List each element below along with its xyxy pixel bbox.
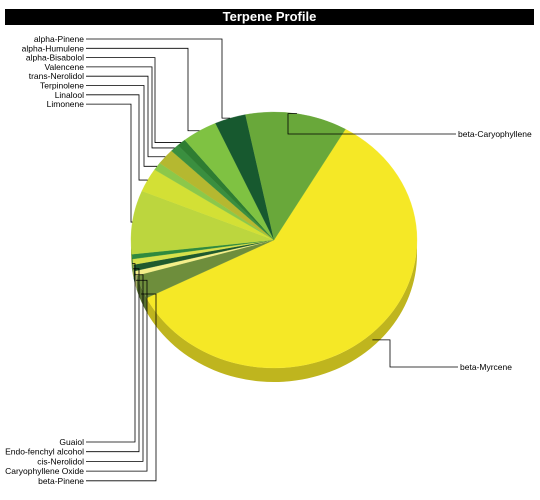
leader-line-alpha-pinene [86, 38, 231, 119]
leader-line-trans-nerolidol [86, 75, 166, 158]
leader-line-endo-fenchyl-alcohol [86, 268, 140, 453]
slice-label-guaiol: Guaiol [59, 437, 84, 447]
leader-line-valencene [86, 66, 175, 149]
chart-title: Terpene Profile [5, 9, 534, 25]
leader-line-beta-pinene [86, 293, 157, 482]
slice-label-valencene: Valencene [44, 62, 84, 72]
slice-label-cis-nerolidol: cis-Nerolidol [37, 456, 84, 466]
slice-label-caryophyllene-oxide: Caryophyllene Oxide [5, 466, 84, 476]
leader-line-alpha-bisabolol [86, 57, 182, 143]
leader-line-alpha-humulene [86, 47, 200, 132]
leader-line-linalool [86, 94, 148, 181]
leader-line-limonene [86, 103, 133, 223]
leader-line-cis-nerolidol [86, 274, 144, 462]
slice-label-alpha-pinene: alpha-Pinene [34, 34, 84, 44]
slice-label-trans-nerolidol: trans-Nerolidol [29, 71, 84, 81]
pie-slices [130, 111, 418, 369]
slice-side-limonene [131, 240, 132, 269]
slice-label-endo-fenchyl-alcohol: Endo-fenchyl alcohol [5, 447, 84, 457]
slice-label-linalool: Linalool [55, 90, 84, 100]
leader-line-guaiol [86, 263, 136, 443]
leader-line-beta-caryophyllene [287, 113, 456, 135]
leader-line-terpinolene [86, 85, 158, 167]
slice-label-alpha-bisabolol: alpha-Bisabolol [26, 53, 84, 63]
leader-line-beta-myrcene [372, 339, 458, 368]
slice-label-beta-pinene: beta-Pinene [38, 476, 84, 486]
slice-label-beta-myrcene: beta-Myrcene [460, 362, 512, 372]
slice-label-terpinolene: Terpinolene [40, 81, 84, 91]
slice-label-alpha-humulene: alpha-Humulene [22, 43, 85, 53]
slice-label-limonene: Limonene [47, 99, 85, 109]
leader-line-caryophyllene-oxide [86, 279, 148, 472]
slice-label-beta-caryophyllene: beta-Caryophyllene [458, 129, 532, 139]
leader-lines [86, 38, 458, 482]
slice-beta-myrcene[interactable] [146, 128, 418, 369]
